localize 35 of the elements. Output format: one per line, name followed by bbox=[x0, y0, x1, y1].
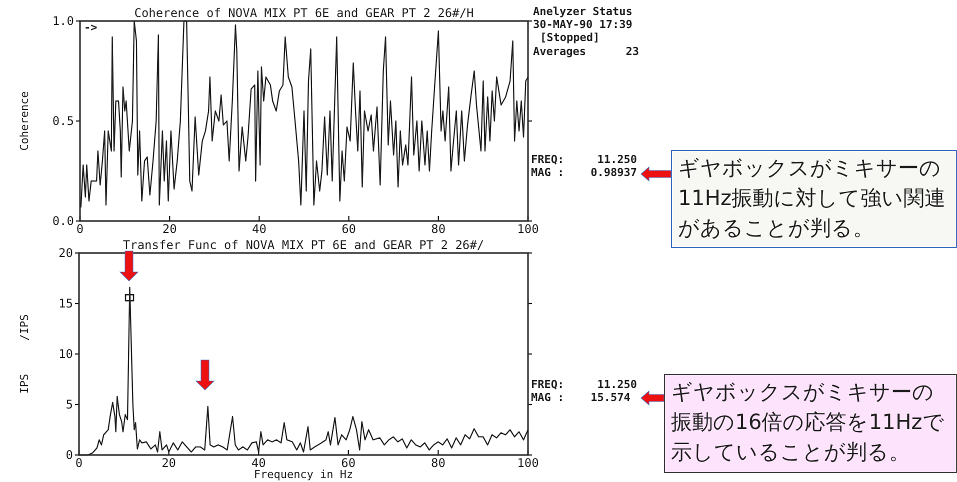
y-tick-label: 20 bbox=[58, 246, 73, 260]
text: ギヤボックスがミキサーの振動の16倍の応答を11Hzで示していることが判る。 bbox=[664, 374, 957, 473]
x-axis-title: Frequency in Hz bbox=[254, 468, 354, 481]
y-tick-label: 10 bbox=[58, 347, 73, 361]
x-tick-label: 60 bbox=[342, 222, 356, 236]
chart-title: Coherence of NOVA MIX PT 6E and GEAR PT 2 26#/H bbox=[134, 6, 474, 20]
x-tick-label: 80 bbox=[431, 222, 446, 236]
x-tick-label: 80 bbox=[430, 456, 446, 470]
x-tick-label: 100 bbox=[517, 222, 539, 236]
y-tick-label: 0.0 bbox=[52, 214, 74, 228]
text: MAG : 0.98937 bbox=[531, 166, 637, 179]
y-tick-label: 5 bbox=[66, 398, 73, 412]
text: Averages 23 bbox=[533, 45, 639, 58]
chart-title: Transfer Func of NOVA MIX PT 6E and GEAR PT 2 26#/ bbox=[122, 238, 484, 252]
text: Anelyzer Status bbox=[533, 5, 632, 18]
x-tick-label: 100 bbox=[517, 456, 539, 470]
x-tick-label: 40 bbox=[251, 456, 266, 470]
text: [Stopped] bbox=[540, 31, 600, 44]
x-tick-label: 20 bbox=[162, 456, 176, 470]
x-tick-label: 60 bbox=[341, 456, 356, 470]
y-axis-title: Coherence bbox=[18, 91, 31, 151]
text: MAG : 15.574 bbox=[531, 391, 631, 404]
x-tick-label: 0 bbox=[76, 222, 84, 236]
x-tick-label: 0 bbox=[75, 456, 83, 470]
annotation: -> bbox=[84, 21, 98, 34]
y-tick-label: 0.5 bbox=[52, 114, 74, 128]
y-axis-title: IPS /IPS bbox=[18, 314, 31, 394]
text: FREQ: 11.250 bbox=[531, 153, 637, 166]
y-tick-label: 15 bbox=[58, 296, 73, 310]
x-tick-label: 40 bbox=[252, 222, 266, 236]
text: FREQ: 11.250 bbox=[531, 378, 637, 391]
text: ギヤボックスがミキサーの11Hz振動に対して強い関連があることが判る。 bbox=[671, 150, 957, 248]
text: 30-MAY-90 17:39 bbox=[533, 18, 632, 31]
y-tick-label: 1.0 bbox=[52, 14, 74, 28]
x-tick-label: 20 bbox=[162, 222, 177, 236]
